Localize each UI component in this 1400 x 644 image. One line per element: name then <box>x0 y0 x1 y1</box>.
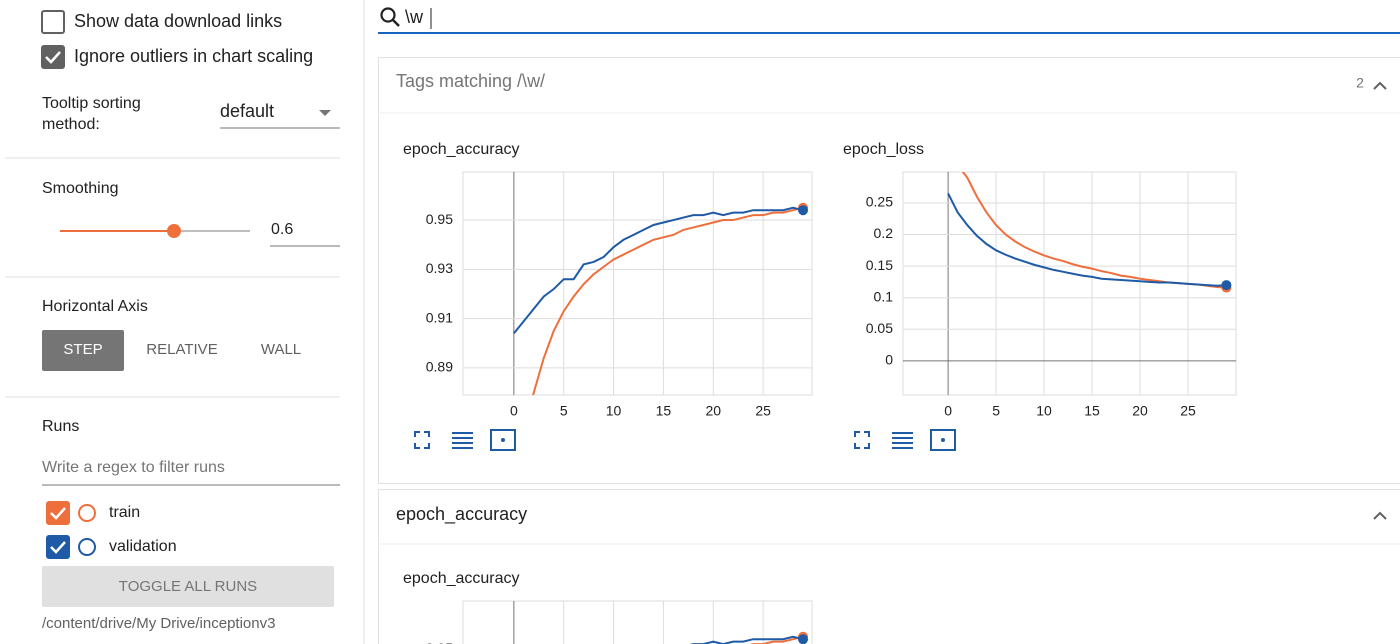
outliers-label[interactable]: Ignore outliers in chart scaling <box>74 46 313 66</box>
checkmark[interactable] <box>50 507 66 520</box>
checkbox[interactable] <box>41 45 65 69</box>
sort-select[interactable]: default <box>220 101 274 121</box>
tooltip-sort-label: Tooltip sorting method: <box>42 95 141 133</box>
run-name: validation <box>109 538 177 555</box>
search-input[interactable]: \w <box>405 7 424 27</box>
smoothing-input[interactable]: 0.6 <box>271 221 293 238</box>
tag-count: 2 <box>1356 75 1364 91</box>
checkmark[interactable] <box>45 51 61 64</box>
run-name: train <box>109 504 140 521</box>
y-tick-label: 0.1 <box>874 288 894 304</box>
search-icon <box>380 7 396 23</box>
card <box>378 489 1400 644</box>
run-path: /content/drive/My Drive/inceptionv3 <box>42 615 275 632</box>
end-point <box>798 634 809 644</box>
y-tick-label: 0.05 <box>866 320 893 336</box>
checkmark[interactable] <box>50 541 66 554</box>
end-point <box>1221 280 1232 291</box>
x-tick-label: 15 <box>656 403 672 419</box>
end-point <box>798 205 809 216</box>
x-tick-label: 20 <box>1132 403 1148 419</box>
series-line <box>961 172 1227 289</box>
fit-icon[interactable] <box>490 429 516 451</box>
y-tick-label: 0.91 <box>426 309 453 325</box>
x-tick-label: 25 <box>1180 403 1196 419</box>
x-tick-label: 20 <box>705 403 721 419</box>
run-color <box>78 504 96 522</box>
y-tick-label: 0.25 <box>866 194 893 210</box>
y-tick-label: 0.95 <box>426 640 453 644</box>
checkbox[interactable] <box>46 535 70 559</box>
runs-label: Runs <box>42 418 79 435</box>
x-tick-label: 25 <box>755 403 771 419</box>
chart-title: epoch_loss <box>843 141 924 158</box>
series-line <box>689 635 804 644</box>
card-title: epoch_accuracy <box>396 504 527 525</box>
series-line <box>947 193 1227 287</box>
dropdown-arrow[interactable] <box>319 110 331 116</box>
download-label[interactable]: Show data download links <box>74 11 282 31</box>
checkbox[interactable] <box>41 10 65 34</box>
series-line <box>513 206 804 335</box>
fit-icon[interactable] <box>930 429 956 451</box>
x-tick-label: 10 <box>606 403 622 419</box>
x-tick-label: 5 <box>560 403 568 419</box>
series-line <box>532 206 804 395</box>
fit-icon[interactable] <box>501 438 505 442</box>
collapse-button[interactable] <box>1373 511 1387 520</box>
axis-option[interactable]: WALL <box>261 341 301 358</box>
y-tick-label: 0.95 <box>426 211 453 227</box>
x-tick-label: 15 <box>1084 403 1100 419</box>
checkbox[interactable] <box>46 501 70 525</box>
y-tick-label: 0.89 <box>426 359 453 375</box>
y-tick-label: 0 <box>885 352 893 368</box>
run-color <box>78 538 96 556</box>
axis-option[interactable]: RELATIVE <box>146 341 217 358</box>
toggle-label[interactable]: TOGGLE ALL RUNS <box>119 578 257 595</box>
smoothing-label: Smoothing <box>42 180 119 197</box>
fullscreen-icon[interactable] <box>414 431 430 449</box>
plot-frame <box>462 171 813 396</box>
fullscreen-icon[interactable] <box>854 431 870 449</box>
toggle-button[interactable] <box>42 566 334 607</box>
plot-frame <box>462 600 813 644</box>
filter-input[interactable]: Write a regex to filter runs <box>42 459 225 476</box>
fit-icon[interactable] <box>941 438 945 442</box>
x-tick-label: 10 <box>1036 403 1052 419</box>
y-tick-label: 0.15 <box>866 257 893 273</box>
search-icon <box>392 19 400 27</box>
axis-option[interactable]: STEP <box>63 341 102 358</box>
chart-title: epoch_accuracy <box>403 141 520 158</box>
axis-label: Horizontal Axis <box>42 298 148 315</box>
axis-button-bg[interactable] <box>42 330 124 371</box>
series-line <box>749 635 804 644</box>
y-tick-label: 0.93 <box>426 260 453 276</box>
chart-title: epoch_accuracy <box>403 570 520 587</box>
card-title: Tags matching /\w/ <box>396 71 545 91</box>
collapse-button[interactable] <box>1373 81 1387 90</box>
slider-knob[interactable] <box>167 224 181 238</box>
x-tick-label: 5 <box>992 403 1000 419</box>
x-tick-label: 0 <box>944 403 952 419</box>
card <box>378 57 1400 484</box>
x-tick-label: 0 <box>510 403 518 419</box>
plot-frame <box>902 171 1237 396</box>
y-tick-label: 0.2 <box>874 225 894 241</box>
